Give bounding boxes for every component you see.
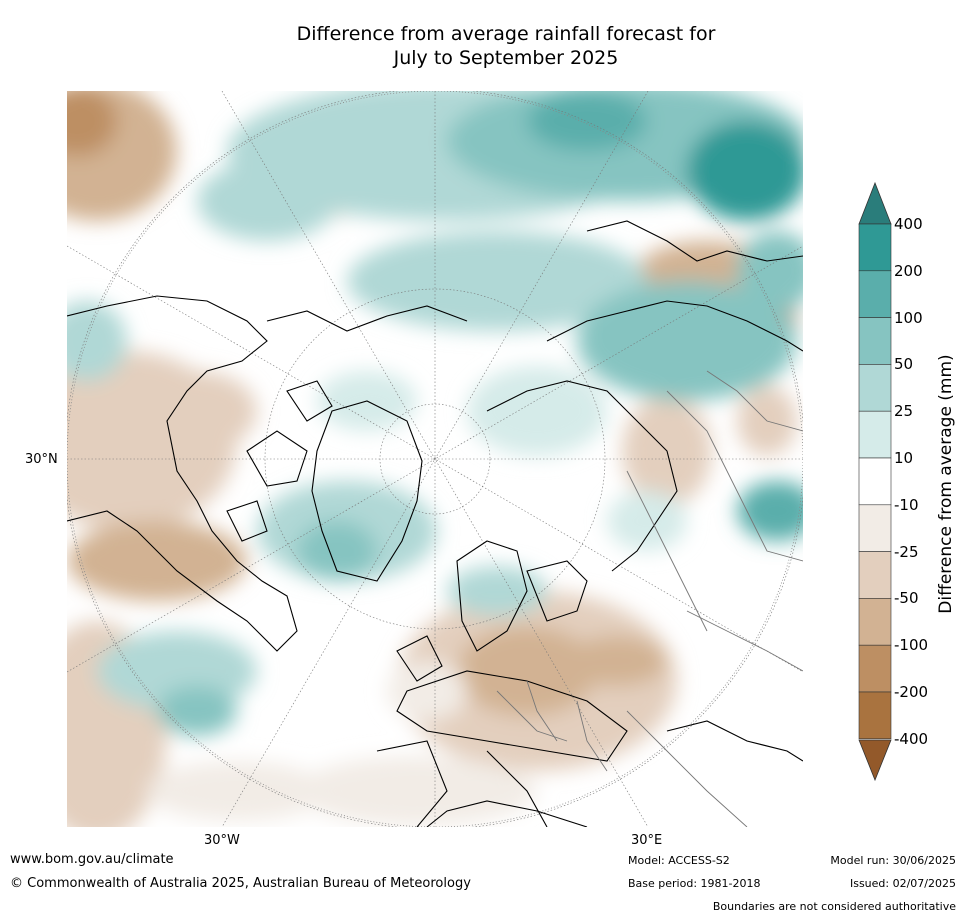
colorbar-tick-label: -100 [894,636,929,655]
colorbar-tick-label: 100 [894,308,923,327]
anomaly-field [67,91,803,827]
chart-title: Difference from average rainfall forecas… [0,22,965,70]
graticule [67,91,803,827]
colorbar-tick-label: -25 [894,542,919,561]
colorbar-tick-label: 200 [894,261,923,280]
footer-model-run: Model run: 30/06/2025 [830,854,956,867]
longitude-label-30e: 30°E [631,833,663,848]
colorbar-box [858,457,892,506]
colorbar-box [858,598,892,646]
footer-copyright: © Commonwealth of Australia 2025, Austra… [10,876,471,891]
colorbar-title: Difference from average (mm) [936,354,956,614]
country-borders [496,370,803,827]
footer-disclaimer: Boundaries are not considered authoritat… [712,900,956,913]
footer-issued: Issued: 02/07/2025 [849,877,956,890]
title-line-2: July to September 2025 [393,47,619,69]
colorbar-tick-label: -50 [894,589,919,608]
colorbar-box [858,504,892,552]
longitude-label-30w: 30°W [204,833,240,848]
colorbar-tick-label: 50 [894,355,914,374]
rainfall-anomaly-map [67,91,803,827]
footer-base-period: Base period: 1981-2018 [628,877,761,890]
colorbar-boxes [858,223,892,740]
colorbar-tick-label: -200 [894,683,929,701]
footer-model: Model: ACCESS-S2 [628,854,730,867]
colorbar-box [858,644,892,693]
colorbar-box [858,551,892,599]
colorbar-top-extension [858,181,892,225]
colorbar-box [858,364,892,412]
colorbar-tick-label: -400 [894,729,929,748]
title-line-1: Difference from average rainfall forecas… [296,23,716,45]
coastlines [67,220,803,827]
footer-url[interactable]: www.bom.gov.au/climate [10,852,174,867]
colorbar-bottom-extension [858,739,892,782]
colorbar [858,181,892,782]
colorbar-tick-label: -10 [894,495,919,514]
colorbar-tick-label: 25 [894,402,914,421]
colorbar-tick-label: 10 [894,449,914,467]
colorbar-box [858,410,892,459]
colorbar-box [858,317,892,365]
colorbar-tick-label: 400 [894,215,923,233]
colorbar-box [858,223,892,272]
latitude-label-30n: 30°N [25,452,58,467]
colorbar-box [858,270,892,318]
colorbar-box [858,691,892,740]
